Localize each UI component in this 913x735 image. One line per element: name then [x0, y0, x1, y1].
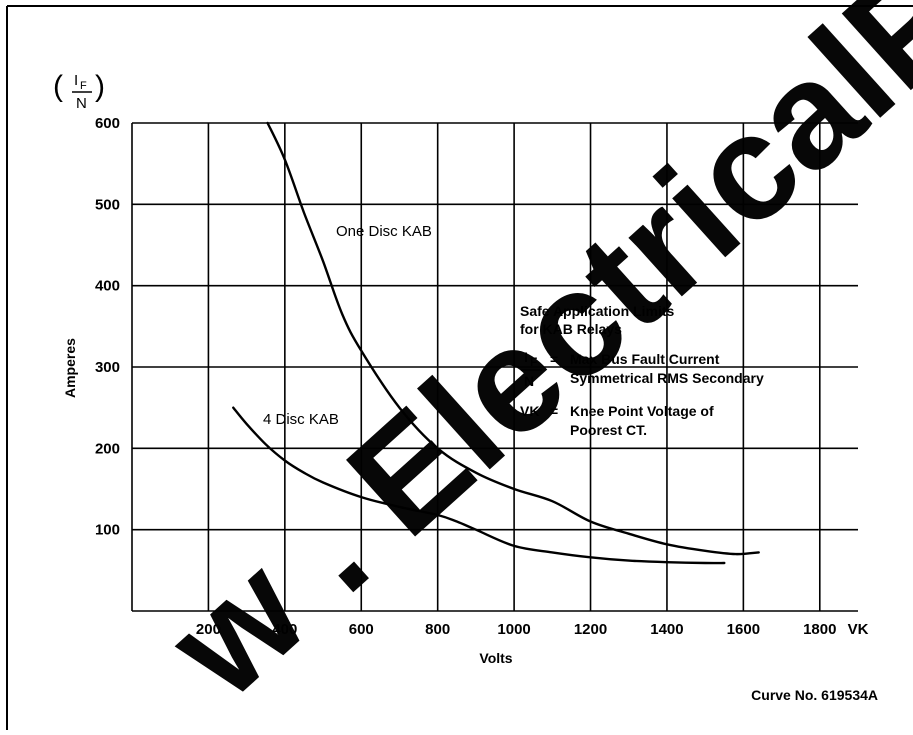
curve-number: Curve No. 619534A — [751, 687, 878, 703]
x-axis-end-label: VK — [848, 621, 869, 638]
series-label-four-disc: 4 Disc KAB — [263, 411, 339, 428]
y-fraction-denominator: N — [76, 95, 87, 112]
y-fraction-left-paren: ( — [53, 70, 63, 103]
y-tick-label: 100 — [95, 522, 120, 539]
y-tick-label: 200 — [95, 440, 120, 457]
x-tick-label: 1400 — [650, 621, 683, 638]
y-fraction-subscript: F — [80, 80, 87, 92]
y-tick-label: 600 — [95, 115, 120, 132]
x-tick-label: 1200 — [574, 621, 607, 638]
y-axis-fraction-label: ( I F N ) — [53, 70, 105, 112]
y-fraction-right-paren: ) — [95, 70, 105, 103]
y-fraction-numerator: I — [74, 72, 78, 89]
x-tick-label: 1600 — [727, 621, 760, 638]
series-label-one-disc: One Disc KAB — [336, 223, 432, 240]
y-axis-label: Amperes — [62, 338, 78, 398]
x-axis-label: Volts — [479, 650, 512, 666]
x-tick-label: 1800 — [803, 621, 836, 638]
y-tick-label: 300 — [95, 359, 120, 376]
y-tick-label: 500 — [95, 196, 120, 213]
y-tick-label: 400 — [95, 278, 120, 295]
y-tick-labels: 100 200 300 400 500 600 — [95, 115, 120, 539]
x-tick-label: 1000 — [497, 621, 530, 638]
x-tick-label: 800 — [425, 621, 450, 638]
